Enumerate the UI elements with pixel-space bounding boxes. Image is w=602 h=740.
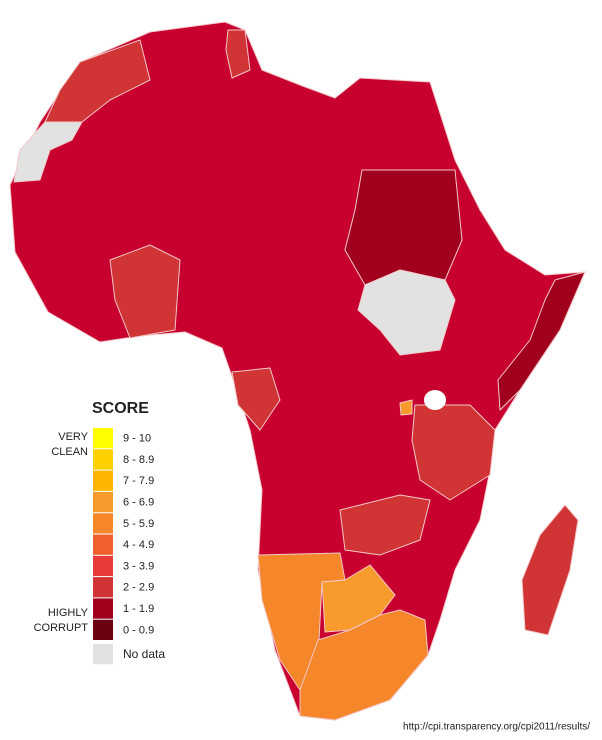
legend-swatch xyxy=(93,470,113,491)
legend-side-label: CLEAN xyxy=(51,446,88,458)
south-sudan xyxy=(357,269,456,356)
legend-label: 1 - 1.9 xyxy=(123,603,154,615)
legend-swatch xyxy=(93,644,113,665)
legend-swatch xyxy=(93,555,113,577)
legend-side-label: CORRUPT xyxy=(34,622,89,634)
legend-label: 3 - 3.9 xyxy=(123,560,154,572)
legend-side-label: HIGHLY xyxy=(48,607,89,619)
legend-swatch xyxy=(93,428,113,449)
legend-label: 5 - 5.9 xyxy=(123,518,154,530)
legend: SCORE 9 - 10 8 - 8.9 7 - 7.9 6 - 6.9 5 - 5.9… xyxy=(34,400,165,665)
legend-label: 4 - 4.9 xyxy=(123,539,154,551)
legend-swatch xyxy=(93,598,113,619)
zambia xyxy=(339,494,431,556)
legend-swatch xyxy=(93,534,113,555)
tanzania xyxy=(411,404,496,501)
gabon-group xyxy=(231,367,281,431)
legend-side-label: VERY xyxy=(58,431,88,443)
lake-victoria xyxy=(424,390,446,410)
sudan xyxy=(344,169,463,286)
legend-label: 8 - 8.9 xyxy=(123,454,154,466)
legend-swatch xyxy=(93,513,113,534)
legend-label: 9 - 10 xyxy=(123,433,151,445)
legend-label: 7 - 7.9 xyxy=(123,475,154,487)
legend-label: 2 - 2.9 xyxy=(123,582,154,594)
botswana xyxy=(321,564,396,633)
rwanda xyxy=(399,399,413,416)
legend-swatch xyxy=(93,491,113,513)
legend-label: 6 - 6.9 xyxy=(123,496,154,508)
tunisia xyxy=(225,29,251,79)
morocco xyxy=(44,39,151,123)
legend-swatch xyxy=(93,449,113,470)
legend-label: 0 - 0.9 xyxy=(123,624,154,636)
western-sahara xyxy=(13,121,83,183)
west-africa-group xyxy=(109,244,181,339)
madagascar xyxy=(521,504,579,636)
map xyxy=(9,21,586,721)
source-url: http://cpi.transparency.org/cpi2011/resu… xyxy=(403,722,590,733)
legend-title: SCORE xyxy=(92,400,149,417)
south-africa xyxy=(299,609,429,721)
somalia xyxy=(497,271,586,411)
legend-swatch xyxy=(93,577,113,598)
legend-label: No data xyxy=(123,647,165,661)
legend-swatch xyxy=(93,619,113,640)
